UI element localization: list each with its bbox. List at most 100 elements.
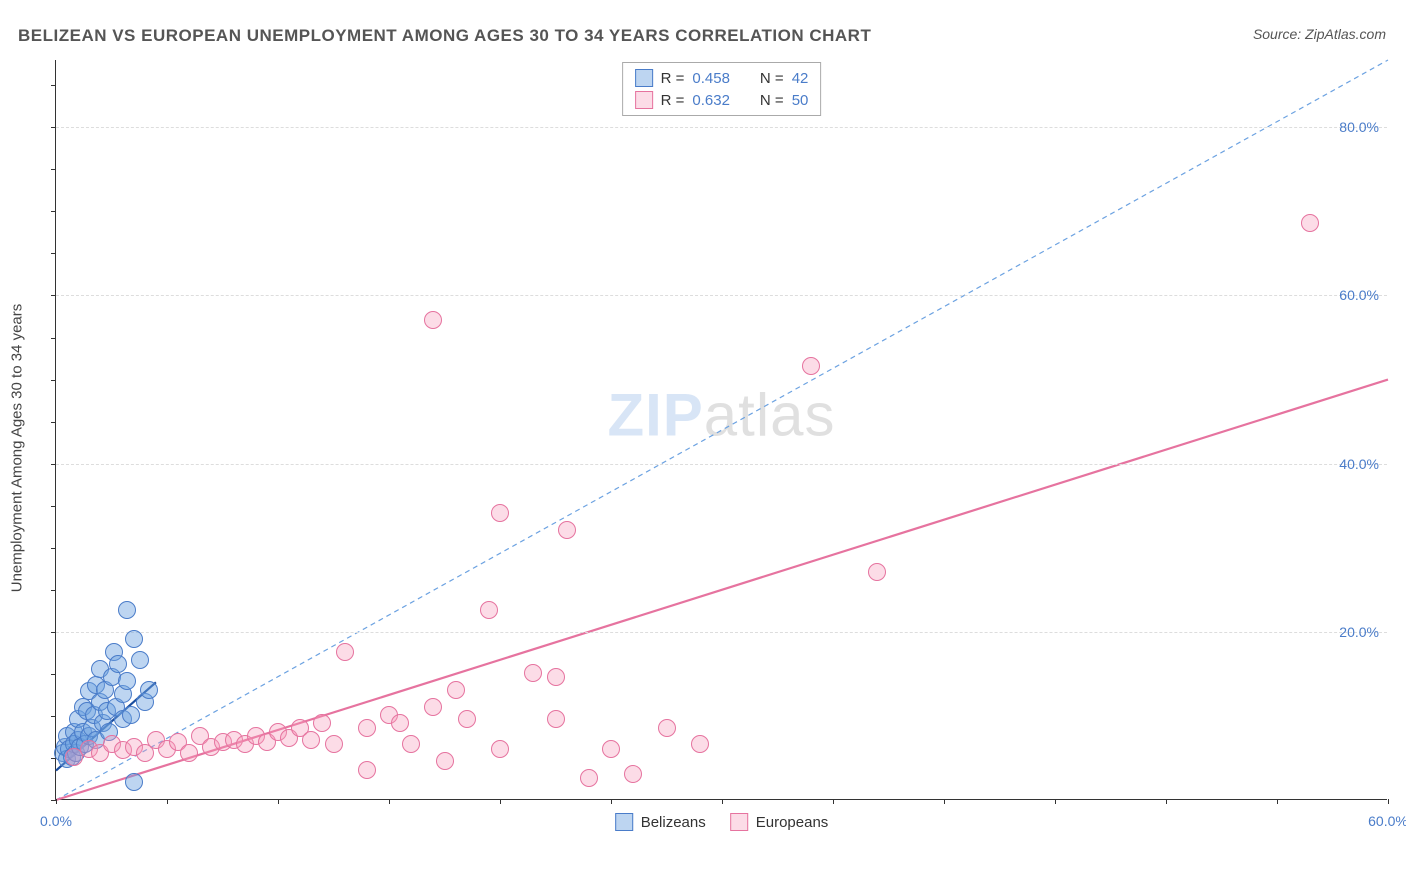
- legend-swatch: [730, 813, 748, 831]
- gridline-h: [56, 127, 1387, 128]
- stats-row: R = 0.632 N = 50: [635, 89, 809, 111]
- data-point: [580, 769, 598, 787]
- data-point: [658, 719, 676, 737]
- stats-r-label: R =: [661, 70, 685, 87]
- data-point: [424, 698, 442, 716]
- watermark-atlas: atlas: [704, 381, 836, 448]
- y-tick-label: 60.0%: [1339, 287, 1379, 303]
- y-tick-mark: [51, 506, 56, 507]
- data-point: [491, 504, 509, 522]
- legend-item: Europeans: [730, 813, 829, 831]
- x-tick-mark: [1166, 799, 1167, 804]
- data-point: [547, 668, 565, 686]
- data-point: [558, 521, 576, 539]
- data-point: [131, 651, 149, 669]
- stats-r-value: 0.632: [692, 92, 730, 109]
- y-tick-mark: [51, 716, 56, 717]
- regression-line: [56, 60, 1388, 800]
- x-tick-mark: [278, 799, 279, 804]
- data-point: [125, 773, 143, 791]
- y-tick-mark: [51, 674, 56, 675]
- x-tick-mark: [722, 799, 723, 804]
- data-point: [325, 735, 343, 753]
- x-tick-label: 0.0%: [40, 813, 72, 829]
- stats-n-value: 50: [792, 92, 809, 109]
- y-tick-mark: [51, 169, 56, 170]
- legend-label: Europeans: [756, 814, 829, 831]
- x-tick-mark: [611, 799, 612, 804]
- y-tick-mark: [51, 464, 56, 465]
- gridline-h: [56, 295, 1387, 296]
- y-tick-mark: [51, 590, 56, 591]
- source-value: ZipAtlas.com: [1305, 26, 1386, 42]
- legend-swatch: [635, 69, 653, 87]
- x-tick-mark: [833, 799, 834, 804]
- data-point: [424, 311, 442, 329]
- data-point: [436, 752, 454, 770]
- y-tick-mark: [51, 548, 56, 549]
- watermark-zip: ZIP: [607, 381, 703, 448]
- data-point: [868, 563, 886, 581]
- stats-row: R = 0.458 N = 42: [635, 67, 809, 89]
- data-point: [480, 601, 498, 619]
- stats-r-label: R =: [661, 92, 685, 109]
- data-point: [547, 710, 565, 728]
- y-tick-label: 20.0%: [1339, 624, 1379, 640]
- y-tick-mark: [51, 338, 56, 339]
- source-attribution: Source: ZipAtlas.com: [1253, 26, 1386, 42]
- data-point: [313, 714, 331, 732]
- data-point: [691, 735, 709, 753]
- legend-item: Belizeans: [615, 813, 706, 831]
- y-tick-mark: [51, 127, 56, 128]
- y-tick-mark: [51, 295, 56, 296]
- gridline-h: [56, 464, 1387, 465]
- x-tick-label: 60.0%: [1368, 813, 1406, 829]
- y-tick-mark: [51, 253, 56, 254]
- legend-label: Belizeans: [641, 814, 706, 831]
- stats-n-label: N =: [760, 92, 784, 109]
- data-point: [491, 740, 509, 758]
- legend: Belizeans Europeans: [615, 813, 829, 831]
- x-tick-mark: [1388, 799, 1389, 804]
- data-point: [302, 731, 320, 749]
- data-point: [118, 672, 136, 690]
- y-tick-label: 40.0%: [1339, 456, 1379, 472]
- y-tick-mark: [51, 632, 56, 633]
- source-label: Source:: [1253, 26, 1301, 42]
- stats-n-value: 42: [792, 70, 809, 87]
- data-point: [624, 765, 642, 783]
- y-tick-mark: [51, 211, 56, 212]
- x-tick-mark: [1055, 799, 1056, 804]
- y-tick-mark: [51, 85, 56, 86]
- data-point: [180, 744, 198, 762]
- data-point: [125, 630, 143, 648]
- data-point: [336, 643, 354, 661]
- data-point: [1301, 214, 1319, 232]
- data-point: [140, 681, 158, 699]
- y-tick-label: 80.0%: [1339, 119, 1379, 135]
- data-point: [402, 735, 420, 753]
- y-tick-mark: [51, 422, 56, 423]
- data-point: [358, 761, 376, 779]
- y-axis-label: Unemployment Among Ages 30 to 34 years: [9, 304, 26, 593]
- data-point: [118, 601, 136, 619]
- data-point: [447, 681, 465, 699]
- stats-r-value: 0.458: [692, 70, 730, 87]
- x-tick-mark: [500, 799, 501, 804]
- watermark: ZIPatlas: [607, 380, 835, 449]
- gridline-h: [56, 632, 1387, 633]
- data-point: [458, 710, 476, 728]
- data-point: [358, 719, 376, 737]
- chart-title: BELIZEAN VS EUROPEAN UNEMPLOYMENT AMONG …: [18, 26, 871, 46]
- x-tick-mark: [389, 799, 390, 804]
- x-tick-mark: [56, 799, 57, 804]
- data-point: [802, 357, 820, 375]
- y-tick-mark: [51, 380, 56, 381]
- stats-n-label: N =: [760, 70, 784, 87]
- data-point: [109, 655, 127, 673]
- stats-box: R = 0.458 N = 42 R = 0.632 N = 50: [622, 62, 822, 116]
- plot-area: ZIPatlas R = 0.458 N = 42 R = 0.632 N = …: [55, 60, 1387, 800]
- data-point: [391, 714, 409, 732]
- x-tick-mark: [1277, 799, 1278, 804]
- legend-swatch: [615, 813, 633, 831]
